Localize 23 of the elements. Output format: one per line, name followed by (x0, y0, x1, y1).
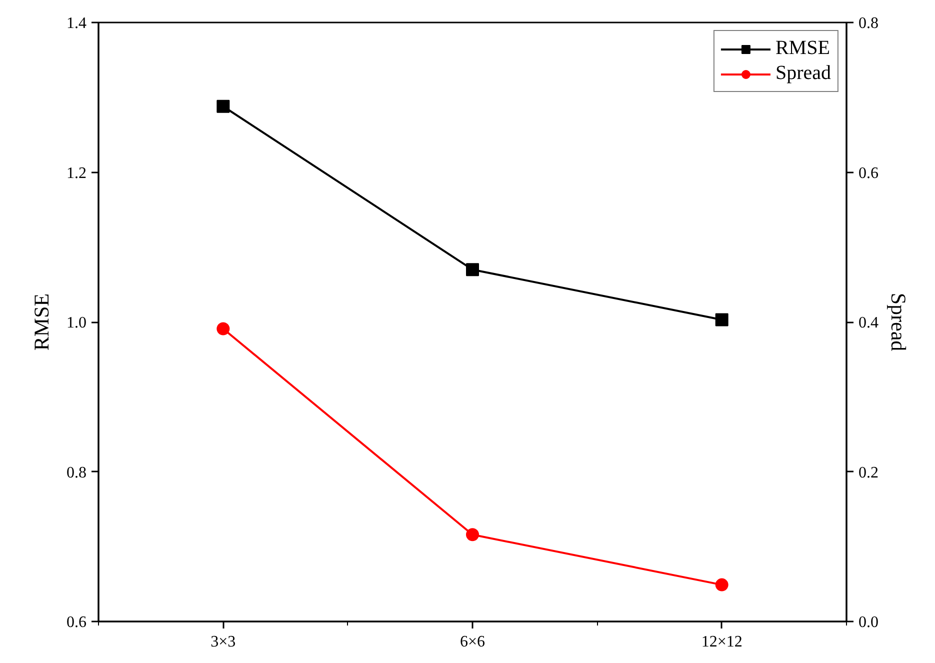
x-tick-label: 3×3 (210, 634, 236, 650)
y2-tick-label: 0.0 (858, 614, 878, 631)
point (715, 578, 728, 592)
y2-tick-label: 0.6 (858, 164, 878, 182)
y-axis-title: RMSE (30, 293, 54, 351)
legend-label: RMSE (775, 37, 830, 60)
point (216, 322, 230, 336)
y-tick-label: 0.6 (66, 614, 86, 631)
point (466, 528, 479, 542)
point (466, 263, 479, 276)
x-tick-label: 6×6 (460, 634, 486, 650)
point (216, 100, 230, 113)
point (715, 313, 728, 326)
y-tick-label: 1.4 (66, 15, 86, 32)
y-tick-label: 1.2 (66, 164, 86, 182)
legend-label: Spread (775, 62, 831, 85)
y2-tick-label: 0.2 (858, 464, 878, 482)
y2-tick-label: 0.4 (858, 314, 878, 332)
x-tick-label: 12×12 (701, 634, 742, 650)
y-tick-label: 0.8 (66, 464, 86, 482)
y2-tick-label: 0.8 (858, 15, 878, 32)
y-tick-label: 1.0 (66, 314, 86, 332)
y2-axis-title: Spread (886, 292, 910, 352)
